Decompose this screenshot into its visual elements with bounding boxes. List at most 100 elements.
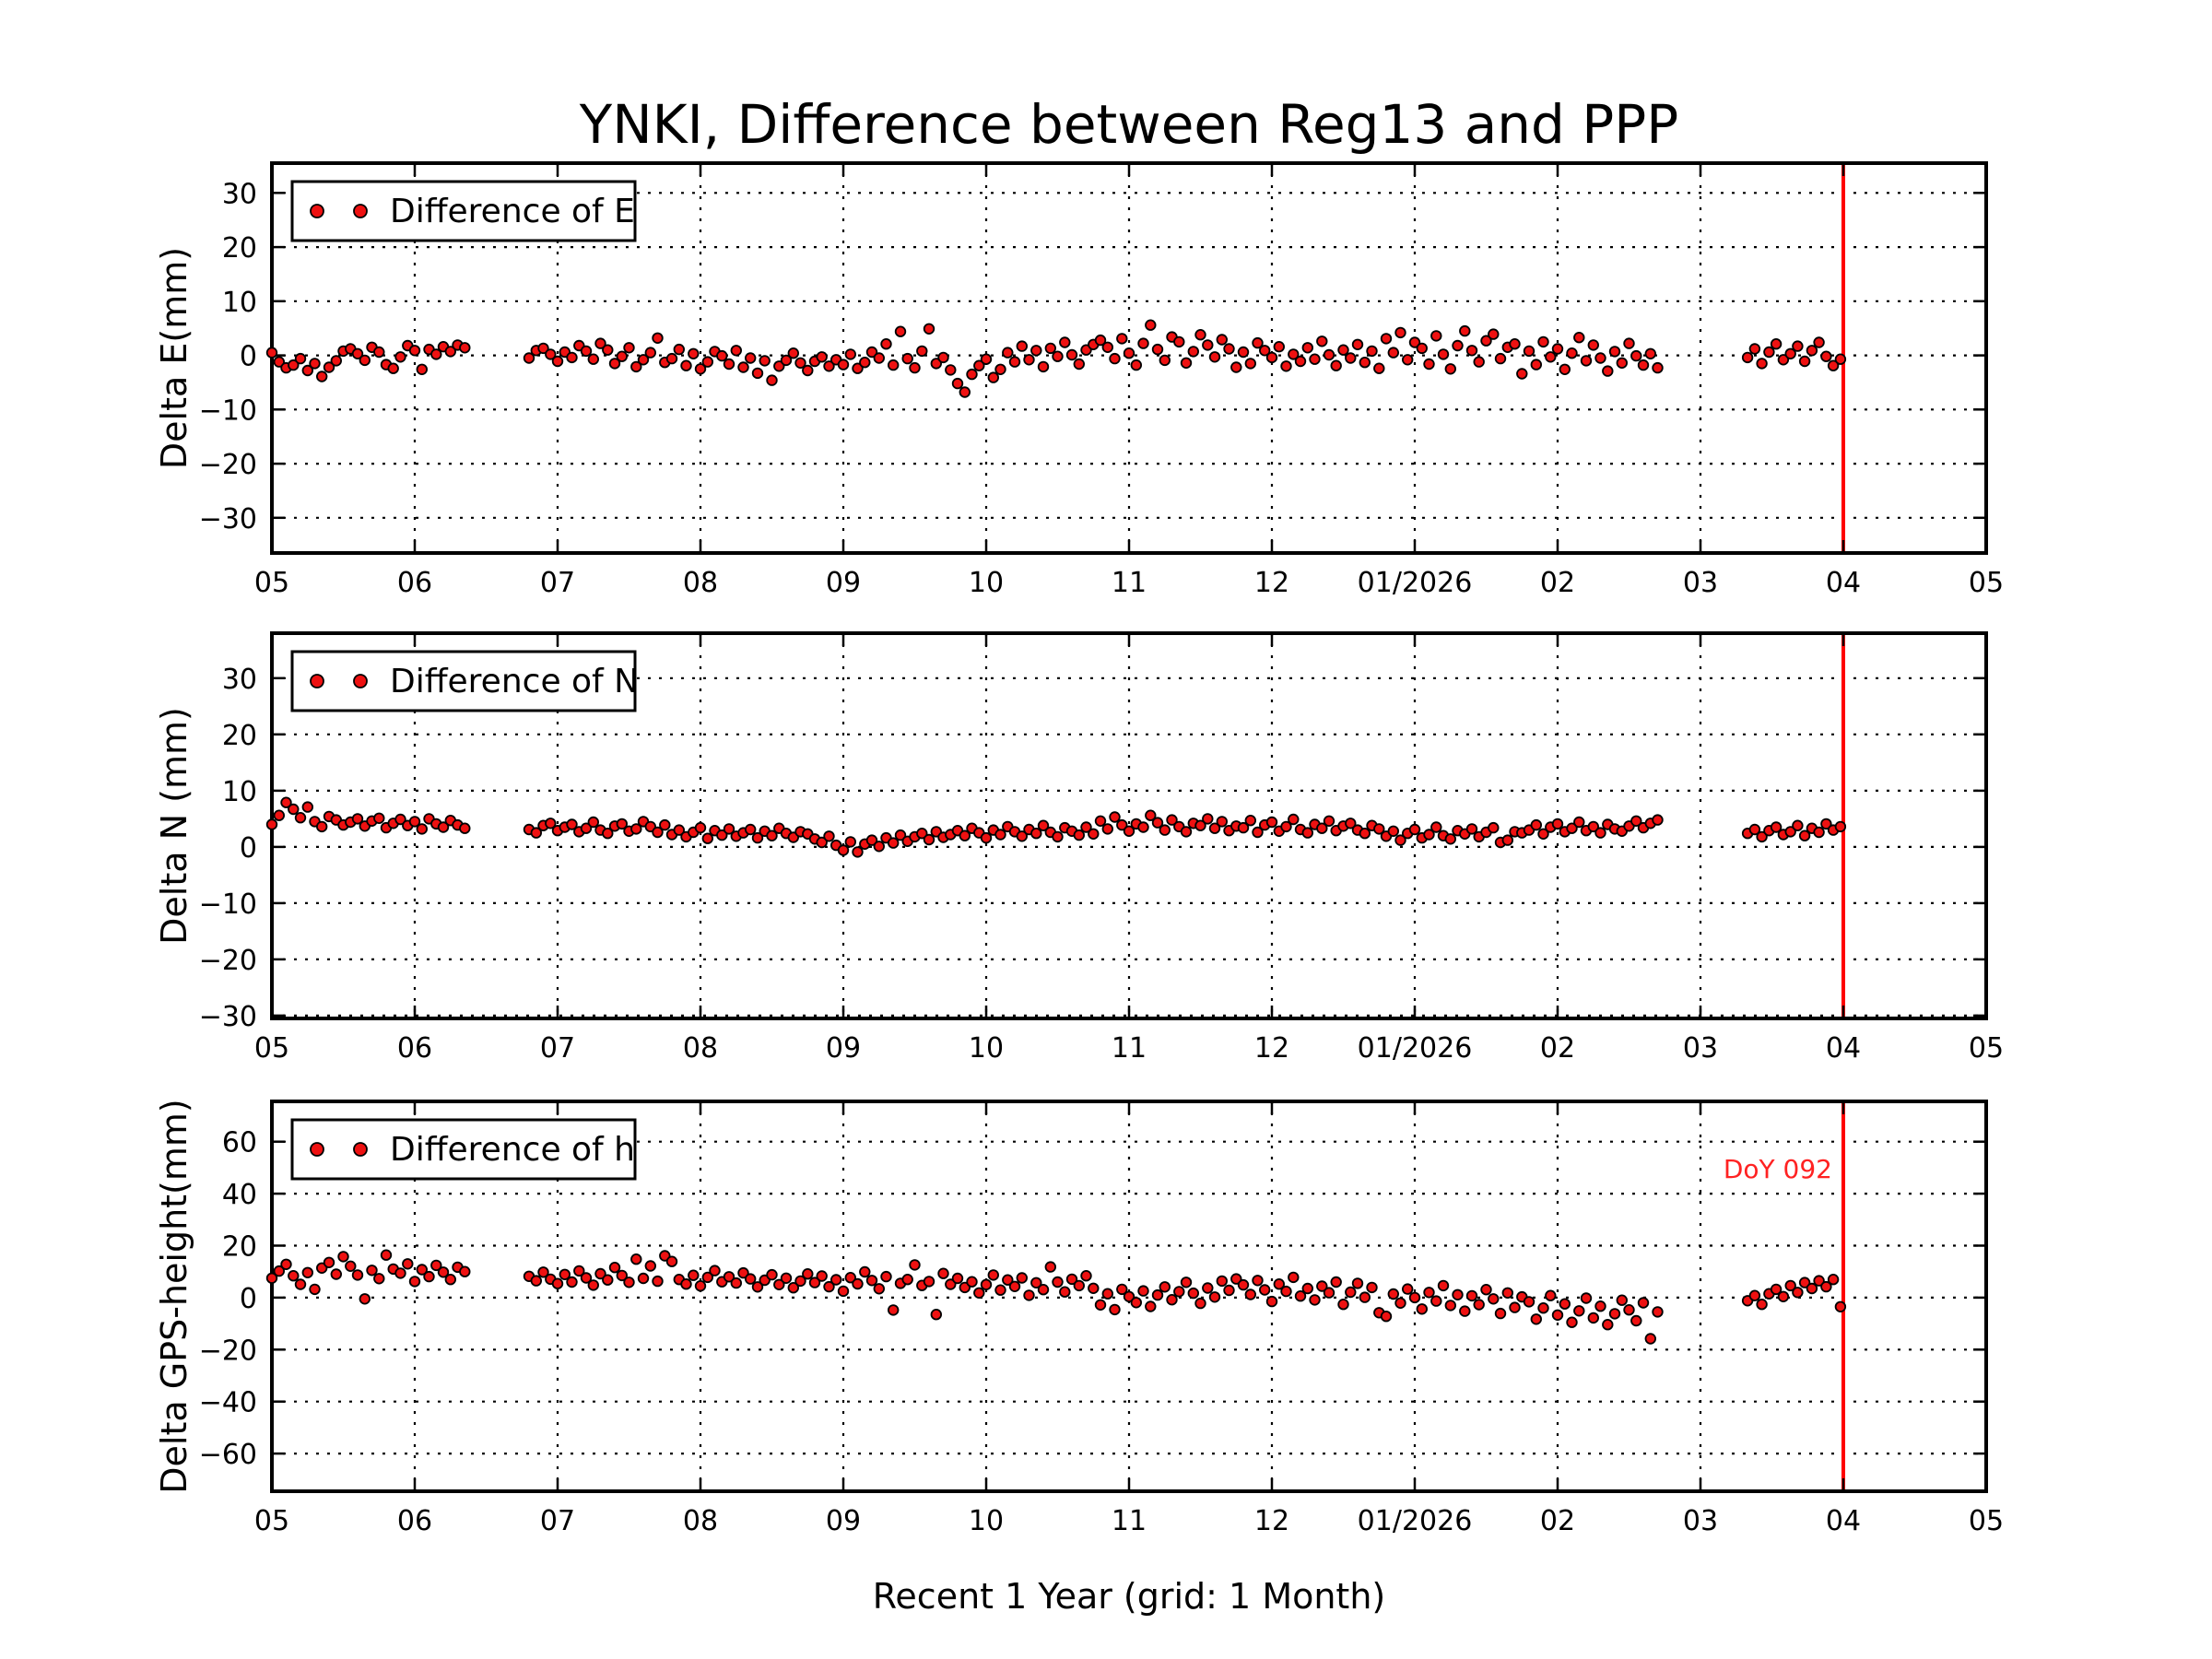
- data-point: [1101, 1288, 1114, 1300]
- data-point: [873, 841, 886, 853]
- data-point: [673, 343, 686, 356]
- data-point: [1488, 1293, 1500, 1305]
- data-point: [794, 1275, 806, 1288]
- data-point: [1073, 358, 1086, 371]
- data-point: [1459, 1305, 1471, 1317]
- data-point: [1494, 352, 1507, 365]
- data-point: [888, 359, 900, 371]
- data-point: [1080, 1269, 1092, 1282]
- x-tick-label: 09: [826, 567, 861, 599]
- data-point: [951, 377, 964, 390]
- data-point: [780, 354, 793, 367]
- data-point: [437, 1266, 450, 1278]
- data-point: [1330, 359, 1342, 371]
- data-point: [923, 833, 935, 846]
- data-point: [323, 361, 335, 373]
- data-point: [437, 821, 450, 833]
- data-point: [844, 1271, 857, 1284]
- data-point: [709, 1265, 721, 1277]
- data-point: [844, 348, 857, 360]
- data-point: [1159, 354, 1171, 367]
- data-point: [888, 1304, 900, 1316]
- data-point: [430, 1259, 442, 1272]
- data-point: [608, 1261, 621, 1274]
- data-point: [1373, 823, 1385, 835]
- data-point: [1109, 352, 1121, 365]
- data-point: [1523, 1296, 1535, 1308]
- x-tick-label: 02: [1540, 567, 1575, 599]
- data-point: [1265, 351, 1278, 364]
- data-point: [723, 358, 735, 371]
- data-point: [766, 1268, 778, 1281]
- legend-marker-icon: [353, 674, 368, 688]
- subplot-delta-h: 05 06 07 08 09 10 11 12 01/2026 02 03 04 05 60 40 20 0 −2…: [154, 1099, 2004, 1537]
- legend-label: Difference of E: [390, 193, 635, 230]
- data-point: [1237, 346, 1250, 359]
- data-point: [1652, 361, 1664, 374]
- data-point: [1094, 334, 1107, 347]
- data-point: [1509, 338, 1521, 350]
- data-point: [1208, 1291, 1221, 1303]
- data-point: [1173, 335, 1185, 348]
- data-point: [865, 346, 878, 359]
- x-tick-label: 08: [683, 1505, 718, 1537]
- data-point: [787, 1281, 800, 1294]
- data-point: [1408, 1291, 1421, 1304]
- data-point: [1052, 350, 1064, 362]
- x-tick-label: 06: [397, 1505, 432, 1537]
- x-tick-label: 07: [540, 567, 575, 599]
- x-tick-label: 05: [1969, 567, 2004, 599]
- data-point: [1480, 1283, 1492, 1296]
- data-point: [1252, 826, 1264, 839]
- x-tick-label: 05: [254, 567, 289, 599]
- data-point: [1294, 355, 1307, 368]
- data-point: [1052, 830, 1064, 843]
- data-point: [345, 1260, 357, 1273]
- data-point: [1065, 348, 1078, 361]
- data-point: [1798, 1277, 1811, 1288]
- data-point: [1408, 823, 1421, 836]
- data-point: [837, 1285, 850, 1298]
- data-point: [1623, 337, 1635, 349]
- data-point: [1002, 347, 1014, 359]
- data-point: [1530, 359, 1543, 371]
- data-point: [1359, 828, 1371, 840]
- data-point: [1180, 1277, 1193, 1288]
- data-point: [1488, 821, 1500, 834]
- data-point: [1784, 1279, 1796, 1292]
- data-point: [1587, 339, 1600, 351]
- data-point: [665, 352, 678, 365]
- data-point: [1116, 333, 1128, 345]
- data-point: [1280, 820, 1292, 833]
- data-point: [1258, 1284, 1271, 1296]
- data-point: [1566, 822, 1578, 834]
- data-point: [745, 1273, 757, 1285]
- data-point: [930, 1308, 943, 1321]
- data-point: [1394, 1297, 1406, 1310]
- y-tick-label: −30: [199, 1001, 257, 1033]
- data-point: [830, 1274, 842, 1286]
- data-point: [1652, 814, 1664, 826]
- y-tick-label: −20: [199, 449, 257, 481]
- data-point: [859, 1265, 871, 1278]
- data-point: [1088, 1282, 1100, 1295]
- data-point: [530, 827, 543, 839]
- x-tick-label: 10: [969, 567, 1004, 599]
- data-point: [816, 1270, 828, 1282]
- data-point: [980, 353, 993, 365]
- legend-marker-icon: [353, 204, 368, 218]
- data-point: [1301, 1282, 1314, 1295]
- y-tick-label: 40: [222, 1179, 257, 1211]
- data-point: [423, 1270, 435, 1283]
- data-point: [1366, 345, 1378, 358]
- data-point: [945, 364, 957, 376]
- data-point: [1501, 834, 1514, 846]
- y-tick-label: −20: [199, 945, 257, 977]
- data-point: [1323, 815, 1335, 828]
- data-point: [951, 1272, 964, 1285]
- grid: [272, 163, 1986, 553]
- data-point: [566, 818, 578, 830]
- data-point: [1827, 359, 1840, 371]
- data-point: [273, 809, 286, 821]
- data-point: [1465, 345, 1478, 357]
